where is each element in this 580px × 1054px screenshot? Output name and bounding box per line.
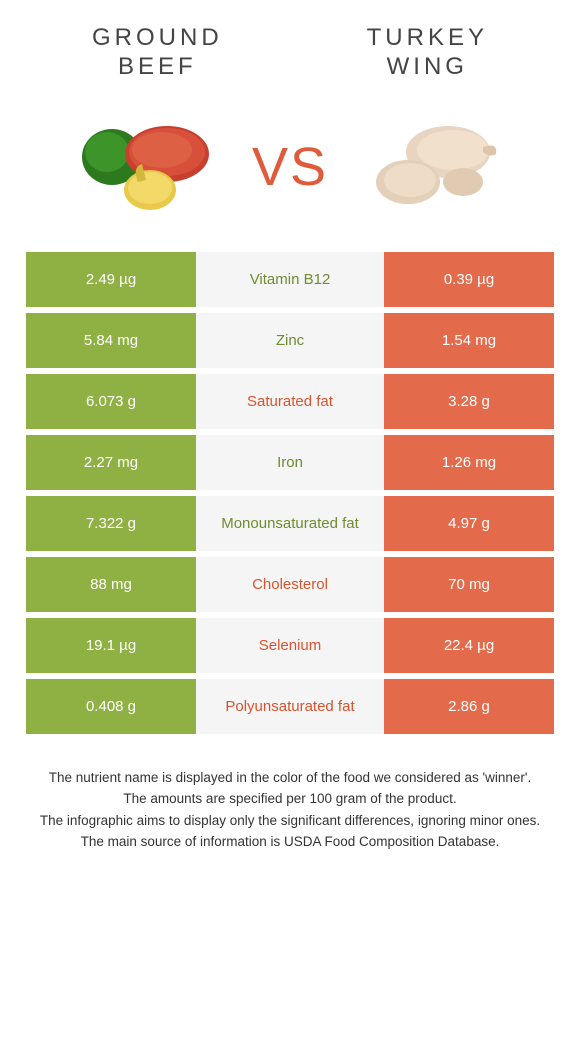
right-value: 1.26 mg (384, 435, 554, 490)
images-row: VS (0, 92, 580, 252)
left-value: 2.49 µg (26, 252, 196, 307)
right-value: 4.97 g (384, 496, 554, 551)
nutrient-label: Selenium (196, 618, 384, 673)
table-row: 2.49 µgVitamin B120.39 µg (26, 252, 554, 307)
footnotes: The nutrient name is displayed in the co… (0, 740, 580, 852)
right-value: 70 mg (384, 557, 554, 612)
table-row: 5.84 mgZinc1.54 mg (26, 313, 554, 368)
left-food-title: GROUND BEEF (92, 24, 223, 82)
nutrient-label: Iron (196, 435, 384, 490)
table-row: 88 mgCholesterol70 mg (26, 557, 554, 612)
left-value: 7.322 g (26, 496, 196, 551)
footnote-line: The main source of information is USDA F… (22, 832, 558, 852)
ground-beef-image (72, 112, 232, 222)
footnote-line: The infographic aims to display only the… (22, 811, 558, 831)
vs-label: VS (252, 136, 328, 198)
right-value: 3.28 g (384, 374, 554, 429)
turkey-wing-image (348, 112, 508, 222)
right-food-title: TURKEY WING (367, 24, 488, 82)
footnote-line: The nutrient name is displayed in the co… (22, 768, 558, 788)
table-row: 6.073 gSaturated fat3.28 g (26, 374, 554, 429)
footnote-line: The amounts are specified per 100 gram o… (22, 789, 558, 809)
nutrient-label: Saturated fat (196, 374, 384, 429)
table-row: 19.1 µgSelenium22.4 µg (26, 618, 554, 673)
nutrient-label: Cholesterol (196, 557, 384, 612)
header: GROUND BEEF TURKEY WING (0, 0, 580, 92)
nutrient-label: Vitamin B12 (196, 252, 384, 307)
title-line: GROUND (92, 24, 223, 53)
table-row: 7.322 gMonounsaturated fat4.97 g (26, 496, 554, 551)
title-line: WING (367, 53, 488, 82)
right-value: 0.39 µg (384, 252, 554, 307)
right-value: 1.54 mg (384, 313, 554, 368)
right-value: 22.4 µg (384, 618, 554, 673)
left-value: 19.1 µg (26, 618, 196, 673)
left-value: 2.27 mg (26, 435, 196, 490)
nutrient-label: Monounsaturated fat (196, 496, 384, 551)
left-value: 6.073 g (26, 374, 196, 429)
nutrient-label: Polyunsaturated fat (196, 679, 384, 734)
title-line: TURKEY (367, 24, 488, 53)
left-value: 88 mg (26, 557, 196, 612)
nutrient-table: 2.49 µgVitamin B120.39 µg 5.84 mgZinc1.54… (0, 252, 580, 734)
right-value: 2.86 g (384, 679, 554, 734)
table-row: 0.408 gPolyunsaturated fat2.86 g (26, 679, 554, 734)
table-row: 2.27 mgIron1.26 mg (26, 435, 554, 490)
title-line: BEEF (92, 53, 223, 82)
left-value: 0.408 g (26, 679, 196, 734)
nutrient-label: Zinc (196, 313, 384, 368)
left-value: 5.84 mg (26, 313, 196, 368)
